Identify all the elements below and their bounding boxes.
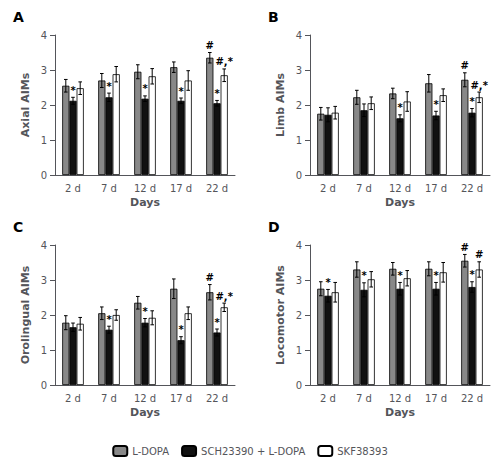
svg-text:12 d: 12 d [134, 393, 156, 404]
svg-text:*: * [325, 277, 331, 288]
svg-text:SKF38393: SKF38393 [337, 446, 387, 457]
svg-text:*: * [214, 317, 220, 328]
svg-text:4: 4 [41, 30, 47, 41]
svg-text:Axial AIMs: Axial AIMs [19, 72, 32, 137]
svg-text:L-DOPA: L-DOPA [132, 446, 169, 457]
svg-text:*: * [178, 86, 184, 97]
svg-text:1: 1 [41, 345, 47, 356]
svg-text:17 d: 17 d [425, 183, 447, 194]
svg-text:2: 2 [41, 310, 47, 321]
svg-text:Days: Days [130, 196, 160, 209]
svg-text:22 d: 22 d [206, 393, 228, 404]
svg-text:*: * [469, 96, 475, 107]
svg-text:12 d: 12 d [134, 183, 156, 194]
svg-text:3: 3 [296, 275, 302, 286]
svg-text:4: 4 [296, 30, 302, 41]
svg-text:1: 1 [296, 135, 302, 146]
svg-text:3: 3 [296, 65, 302, 76]
svg-text:#,*: #,* [470, 80, 488, 91]
svg-text:22 d: 22 d [206, 183, 228, 194]
svg-text:Limb AIMs: Limb AIMs [274, 73, 287, 137]
svg-text:Days: Days [385, 196, 415, 209]
svg-text:0: 0 [296, 380, 302, 391]
svg-text:Days: Days [130, 406, 160, 419]
svg-text:1: 1 [41, 135, 47, 146]
svg-text:*: * [397, 102, 403, 113]
svg-text:D: D [268, 219, 280, 235]
svg-text:*: * [214, 88, 220, 99]
svg-text:#,*: #,* [215, 56, 233, 67]
svg-text:Days: Days [385, 406, 415, 419]
svg-text:22 d: 22 d [461, 393, 483, 404]
svg-text:#,*: #,* [215, 291, 233, 302]
svg-text:4: 4 [41, 240, 47, 251]
svg-text:2 d: 2 d [320, 393, 336, 404]
svg-text:7 d: 7 d [356, 393, 372, 404]
svg-text:1: 1 [296, 345, 302, 356]
svg-text:2 d: 2 d [65, 393, 81, 404]
svg-text:*: * [433, 270, 439, 281]
svg-text:2: 2 [296, 100, 302, 111]
svg-text:*: * [70, 85, 76, 96]
svg-text:Locomotor AIMs: Locomotor AIMs [274, 265, 287, 365]
svg-text:SCH23390 + L-DOPA: SCH23390 + L-DOPA [201, 446, 305, 457]
svg-text:3: 3 [41, 65, 47, 76]
svg-text:#: # [461, 60, 469, 71]
svg-text:*: * [142, 306, 148, 317]
svg-text:17 d: 17 d [170, 183, 192, 194]
svg-text:#: # [206, 272, 214, 283]
svg-text:12 d: 12 d [389, 183, 411, 194]
svg-text:*: * [142, 83, 148, 94]
svg-text:3: 3 [41, 275, 47, 286]
svg-text:*: * [106, 314, 112, 325]
svg-text:17 d: 17 d [425, 393, 447, 404]
svg-text:2 d: 2 d [65, 183, 81, 194]
svg-text:12 d: 12 d [389, 393, 411, 404]
svg-text:*: * [433, 99, 439, 110]
svg-text:#: # [475, 249, 483, 260]
svg-text:Orolingual AIMs: Orolingual AIMs [19, 265, 32, 364]
svg-text:0: 0 [41, 170, 47, 181]
svg-text:#: # [461, 242, 469, 253]
svg-text:*: * [178, 324, 184, 335]
svg-text:17 d: 17 d [170, 393, 192, 404]
svg-text:0: 0 [296, 170, 302, 181]
svg-text:A: A [13, 9, 24, 25]
svg-text:7 d: 7 d [356, 183, 372, 194]
svg-text:*: * [469, 269, 475, 280]
svg-text:22 d: 22 d [461, 183, 483, 194]
svg-text:B: B [268, 9, 279, 25]
svg-text:7 d: 7 d [101, 393, 117, 404]
svg-text:7 d: 7 d [101, 183, 117, 194]
svg-text:#: # [206, 40, 214, 51]
svg-text:*: * [397, 270, 403, 281]
svg-text:C: C [13, 219, 23, 235]
svg-text:2: 2 [41, 100, 47, 111]
svg-text:0: 0 [41, 380, 47, 391]
svg-text:2: 2 [296, 310, 302, 321]
svg-text:*: * [106, 81, 112, 92]
svg-text:4: 4 [296, 240, 302, 251]
svg-text:*: * [361, 270, 367, 281]
svg-text:2 d: 2 d [320, 183, 336, 194]
